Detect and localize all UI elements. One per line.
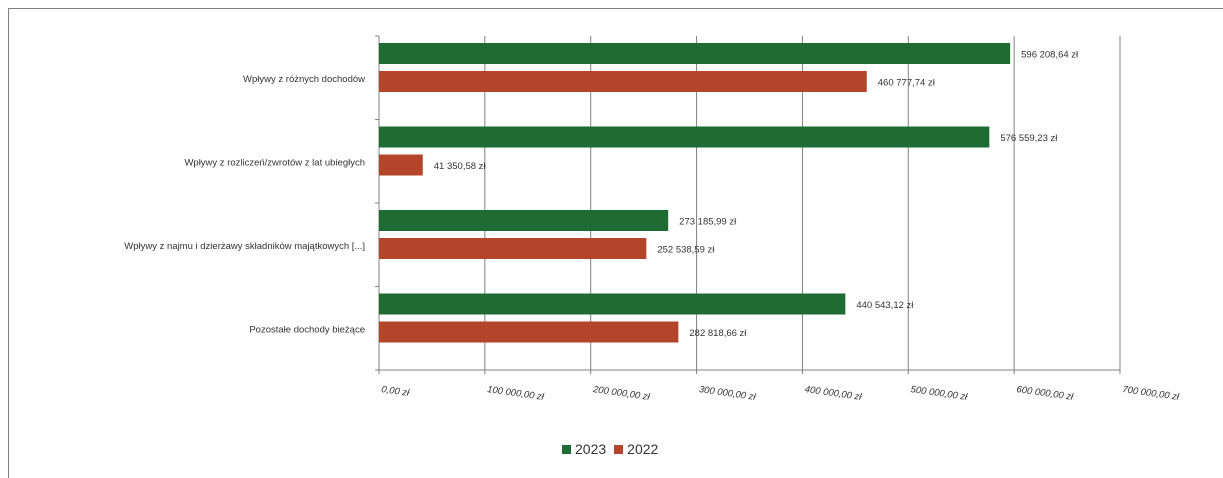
bar-2022 [379, 238, 647, 259]
data-label-2022: 252 538,59 zł [657, 245, 715, 256]
x-tick-label: 700 000,00 zł [1122, 384, 1181, 403]
bar-2022 [379, 321, 679, 343]
data-label-2022: 460 777,74 zł [878, 78, 936, 89]
x-tick-label: 400 000,00 zł [804, 384, 863, 403]
bar-2023 [379, 293, 846, 315]
x-tick-label: 0,00 zł [381, 384, 411, 399]
legend-label-2022: 2022 [627, 441, 659, 457]
legend-swatch-2023 [562, 444, 571, 454]
bar-2023 [379, 126, 990, 148]
legend: 2023 2022 [562, 441, 666, 457]
data-label-2023: 440 543,12 zł [856, 300, 914, 311]
category-label: Wpływy z różnych dochodów [243, 74, 365, 85]
legend-item-2022: 2022 [614, 441, 658, 457]
data-label-2022: 41 350,58 zł [434, 161, 487, 172]
chart-frame [8, 8, 1223, 478]
x-tick-label: 500 000,00 zł [910, 384, 969, 403]
legend-item-2023: 2023 [562, 441, 606, 457]
bar-2023 [379, 210, 669, 231]
x-tick-label: 600 000,00 zł [1016, 384, 1075, 403]
data-label-2023: 576 559,23 zł [1000, 133, 1058, 144]
category-label: Wpływy z rozliczeń/zwrotów z lat ubiegły… [184, 157, 365, 168]
legend-swatch-2022 [614, 444, 624, 454]
category-label: Wpływy z najmu i dzierżawy składników ma… [124, 241, 365, 252]
category-label: Pozostałe dochody bieżące [249, 324, 365, 335]
data-label-2023: 596 208,64 zł [1021, 50, 1079, 61]
x-tick-label: 300 000,00 zł [698, 384, 757, 403]
bar-2023 [379, 43, 1011, 64]
data-label-2022: 282 818,66 zł [689, 328, 747, 339]
bar-2022 [379, 154, 423, 176]
legend-label-2023: 2023 [575, 441, 607, 457]
bar-2022 [379, 71, 867, 92]
x-tick-label: 100 000,00 zł [486, 384, 545, 403]
x-tick-label: 200 000,00 zł [591, 384, 651, 403]
data-label-2023: 273 185,99 zł [679, 217, 737, 228]
